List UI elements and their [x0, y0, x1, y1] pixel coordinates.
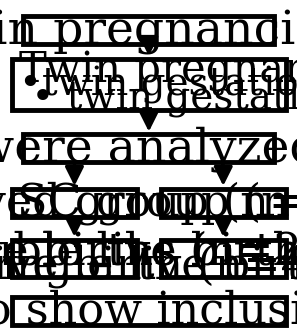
FancyBboxPatch shape [23, 16, 274, 44]
Text: Double live births (n=219): Double live births (n=219) [0, 230, 297, 273]
FancyBboxPatch shape [12, 189, 137, 217]
Text: Patients were analyzed (n=470): Patients were analyzed (n=470) [0, 125, 297, 172]
Text: IVF conceived group (n=249): IVF conceived group (n=249) [0, 181, 297, 224]
Text: 487 dizygotic twin pregnancies were included: 487 dizygotic twin pregnancies were incl… [0, 7, 297, 54]
Text: Double live births (n=245): Double live births (n=245) [0, 230, 297, 273]
Text: Twin pregnancies were excluded from analysis (n=17): Twin pregnancies were excluded from anal… [19, 48, 297, 90]
Text: Single live birth (n=2): Single live birth (n=2) [0, 244, 297, 287]
FancyBboxPatch shape [160, 189, 285, 217]
Text: Single live birth (n=4): Single live birth (n=4) [0, 244, 297, 287]
FancyBboxPatch shape [160, 240, 285, 277]
Text: •twin gestations resulting from natural abortion in multiple pregnancies (n= 11): •twin gestations resulting from natural … [19, 65, 297, 104]
FancyBboxPatch shape [12, 297, 285, 325]
FancyBboxPatch shape [12, 59, 285, 110]
FancyBboxPatch shape [23, 135, 274, 162]
Text: • twin gestations following fetal reduction in multiple pregnancies (n=6): • twin gestations following fetal reduct… [19, 80, 297, 118]
Text: SC group (n=221): SC group (n=221) [17, 181, 297, 224]
FancyBboxPatch shape [12, 240, 137, 277]
Text: Figure 1. A workflow to show inclusion criteria in the study: Figure 1. A workflow to show inclusion c… [0, 289, 297, 333]
